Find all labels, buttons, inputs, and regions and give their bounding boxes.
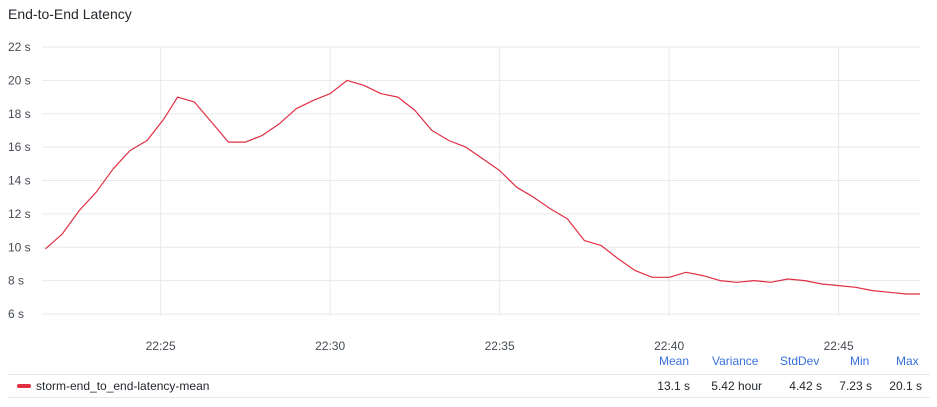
y-tick-label: 6 s — [8, 307, 24, 321]
x-tick-label: 22:45 — [824, 339, 854, 350]
x-tick-label: 22:25 — [146, 339, 176, 350]
legend-stat-headers: Mean Variance StdDev Min Max — [0, 354, 937, 370]
panel-title: End-to-End Latency — [8, 6, 132, 22]
latency-line-chart: 6 s 8 s 10 s 12 s 14 s 16 s 18 s 20 s 22 s 22:25… — [8, 40, 920, 350]
y-tick-label: 20 s — [8, 73, 31, 87]
series-layer — [45, 79, 920, 295]
stat-header-stddev[interactable]: StdDev — [780, 354, 820, 368]
stat-variance-value: 5.42 hour — [711, 379, 762, 393]
y-tick-label: 16 s — [8, 140, 31, 154]
x-axis: 22:25 22:30 22:35 22:40 22:45 — [146, 339, 854, 350]
stat-mean-value: 13.1 s — [657, 379, 690, 393]
stat-header-mean[interactable]: Mean — [659, 354, 690, 368]
x-tick-label: 22:40 — [654, 339, 684, 350]
grid-lines — [42, 46, 920, 316]
series-color-swatch[interactable] — [17, 384, 31, 388]
series-name[interactable]: storm-end_to_end-latency-mean — [36, 379, 210, 393]
y-tick-label: 22 s — [8, 40, 31, 54]
y-tick-label: 10 s — [8, 240, 31, 254]
x-tick-label: 22:30 — [315, 339, 345, 350]
stat-stddev-value: 4.42 s — [789, 379, 822, 393]
y-tick-label: 8 s — [8, 274, 24, 288]
stat-header-min[interactable]: Min — [850, 354, 870, 368]
y-axis: 6 s 8 s 10 s 12 s 14 s 16 s 18 s 20 s 22 s — [8, 40, 31, 321]
legend-row[interactable]: storm-end_to_end-latency-mean 13.1 s 5.4… — [8, 374, 930, 398]
x-tick-label: 22:35 — [485, 339, 515, 350]
y-tick-label: 12 s — [8, 207, 31, 221]
stat-header-max[interactable]: Max — [896, 354, 919, 368]
stat-header-variance[interactable]: Variance — [712, 354, 759, 368]
stat-max-value: 20.1 s — [889, 379, 922, 393]
stat-min-value: 7.23 s — [839, 379, 872, 393]
series-line[interactable] — [45, 79, 920, 295]
y-tick-label: 14 s — [8, 174, 31, 188]
y-tick-label: 18 s — [8, 107, 31, 121]
